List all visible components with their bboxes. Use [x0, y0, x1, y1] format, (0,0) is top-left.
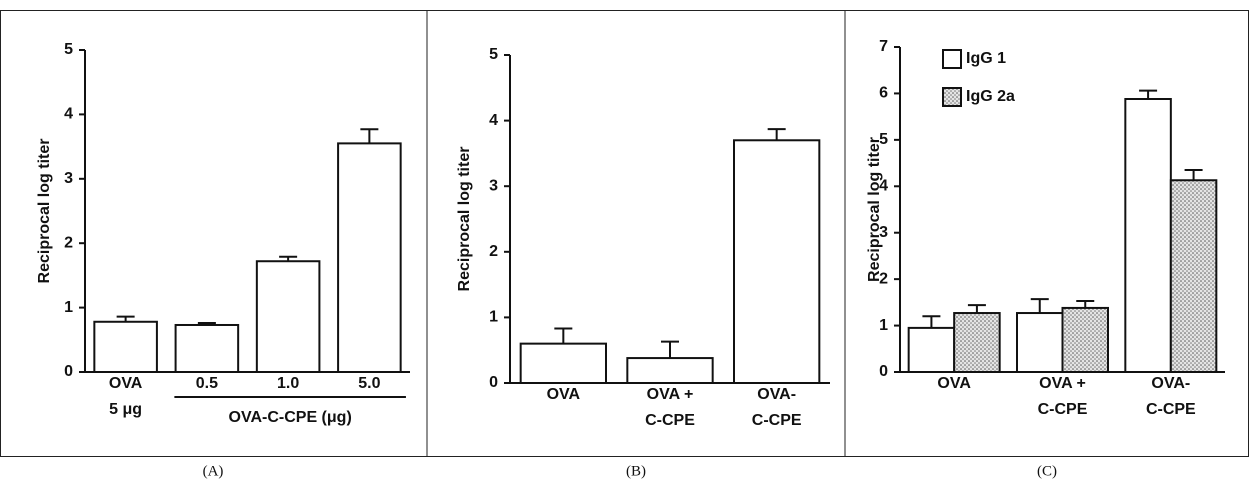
y-tick-label: 2	[879, 270, 888, 287]
panel-label: (A)	[203, 463, 224, 479]
bar	[1016, 312, 1064, 373]
legend-swatch	[942, 87, 962, 107]
panel-label: (B)	[626, 463, 646, 479]
bar	[1169, 179, 1218, 373]
bar	[519, 342, 608, 385]
panel-label: (C)	[1037, 463, 1057, 479]
bar	[255, 260, 321, 373]
legend-label: IgG 2a	[966, 88, 1015, 105]
y-tick-label: 3	[489, 177, 498, 194]
x-tick-label: 1.0	[277, 375, 299, 392]
y-tick-label: 4	[879, 178, 888, 195]
x-tick-label: OVA +	[647, 386, 694, 403]
bar	[1124, 98, 1172, 373]
y-tick-label: 6	[879, 85, 888, 102]
x-tick-label: OVA-	[757, 386, 796, 403]
legend-label: IgG 1	[966, 50, 1006, 67]
y-axis-label: Reciprocal log titer	[36, 139, 53, 284]
bar	[907, 326, 956, 373]
y-tick-label: 5	[489, 46, 498, 63]
y-tick-label: 5	[879, 131, 888, 148]
x-tick-label: 0.5	[196, 375, 218, 392]
y-axis-label: Reciprocal log titer	[866, 137, 883, 282]
y-tick-label: 1	[64, 299, 73, 316]
x-tick-label: OVA +	[1039, 375, 1086, 392]
y-tick-label: 1	[879, 317, 888, 334]
bar	[626, 357, 714, 384]
bar	[93, 320, 158, 374]
bar	[174, 323, 240, 374]
x-tick-label: C-CPE	[645, 412, 695, 429]
y-tick-label: 3	[64, 170, 73, 187]
bar	[953, 312, 1001, 373]
y-tick-label: 2	[489, 243, 498, 260]
y-tick-label: 4	[64, 106, 73, 123]
x-tick-label: 5.0	[358, 375, 380, 392]
x-tick-label: OVA	[109, 375, 143, 392]
x-tick-label: C-CPE	[1038, 401, 1088, 418]
y-tick-label: 3	[879, 224, 888, 241]
y-axis-label: Reciprocal log titer	[456, 147, 473, 292]
group-label: OVA-C-CPE (μg)	[229, 409, 352, 426]
y-tick-label: 4	[489, 112, 498, 129]
x-tick-label: 5 μg	[109, 401, 142, 418]
x-tick-label: OVA	[547, 386, 581, 403]
bar	[733, 139, 821, 384]
x-tick-label: C-CPE	[1146, 401, 1196, 418]
x-tick-label: OVA-	[1151, 375, 1190, 392]
y-tick-label: 0	[879, 363, 888, 380]
legend-swatch	[942, 49, 962, 69]
y-tick-label: 5	[64, 41, 73, 58]
y-tick-label: 0	[489, 374, 498, 391]
y-tick-label: 1	[489, 309, 498, 326]
y-tick-label: 7	[879, 38, 888, 55]
bar	[1061, 306, 1109, 373]
bar	[337, 142, 402, 373]
y-tick-label: 0	[64, 363, 73, 380]
y-tick-label: 2	[64, 234, 73, 251]
x-tick-label: C-CPE	[752, 412, 802, 429]
x-tick-label: OVA	[937, 375, 971, 392]
